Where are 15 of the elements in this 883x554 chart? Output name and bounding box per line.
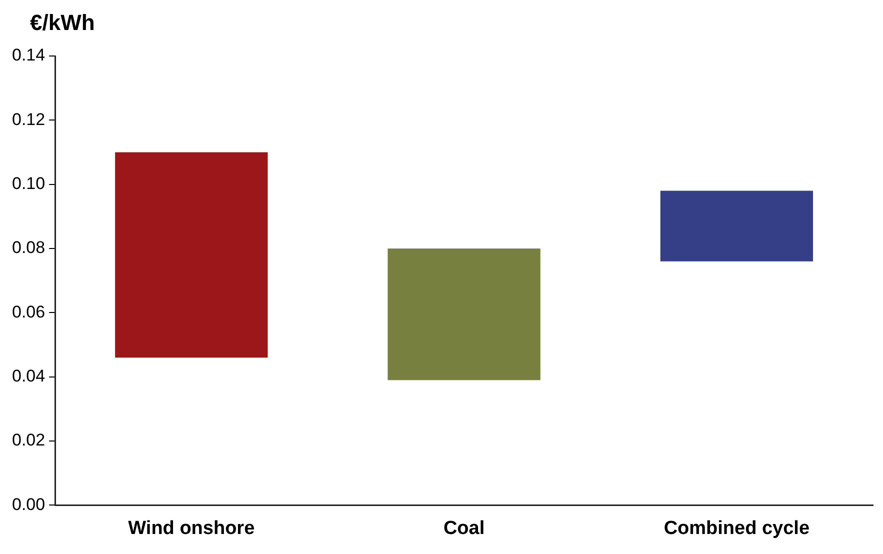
y-axis-title: €/kWh <box>30 10 95 36</box>
y-tick-label: 0.10 <box>12 174 46 194</box>
y-tick-label: 0.00 <box>12 494 46 514</box>
bar <box>660 190 814 262</box>
y-tick-label: 0.02 <box>12 430 46 450</box>
x-tick-label: Coal <box>443 518 485 539</box>
bar <box>388 248 540 380</box>
x-tick-label: Combined cycle <box>664 518 810 539</box>
y-tick-label: 0.08 <box>12 238 46 258</box>
y-tick-label: 0.04 <box>12 366 46 386</box>
x-tick-label: Wind onshore <box>128 518 255 539</box>
y-tick-label: 0.12 <box>12 110 46 129</box>
bar <box>115 152 268 358</box>
y-tick-label: 0.06 <box>12 302 46 322</box>
y-tick-label: 0.14 <box>12 46 46 65</box>
